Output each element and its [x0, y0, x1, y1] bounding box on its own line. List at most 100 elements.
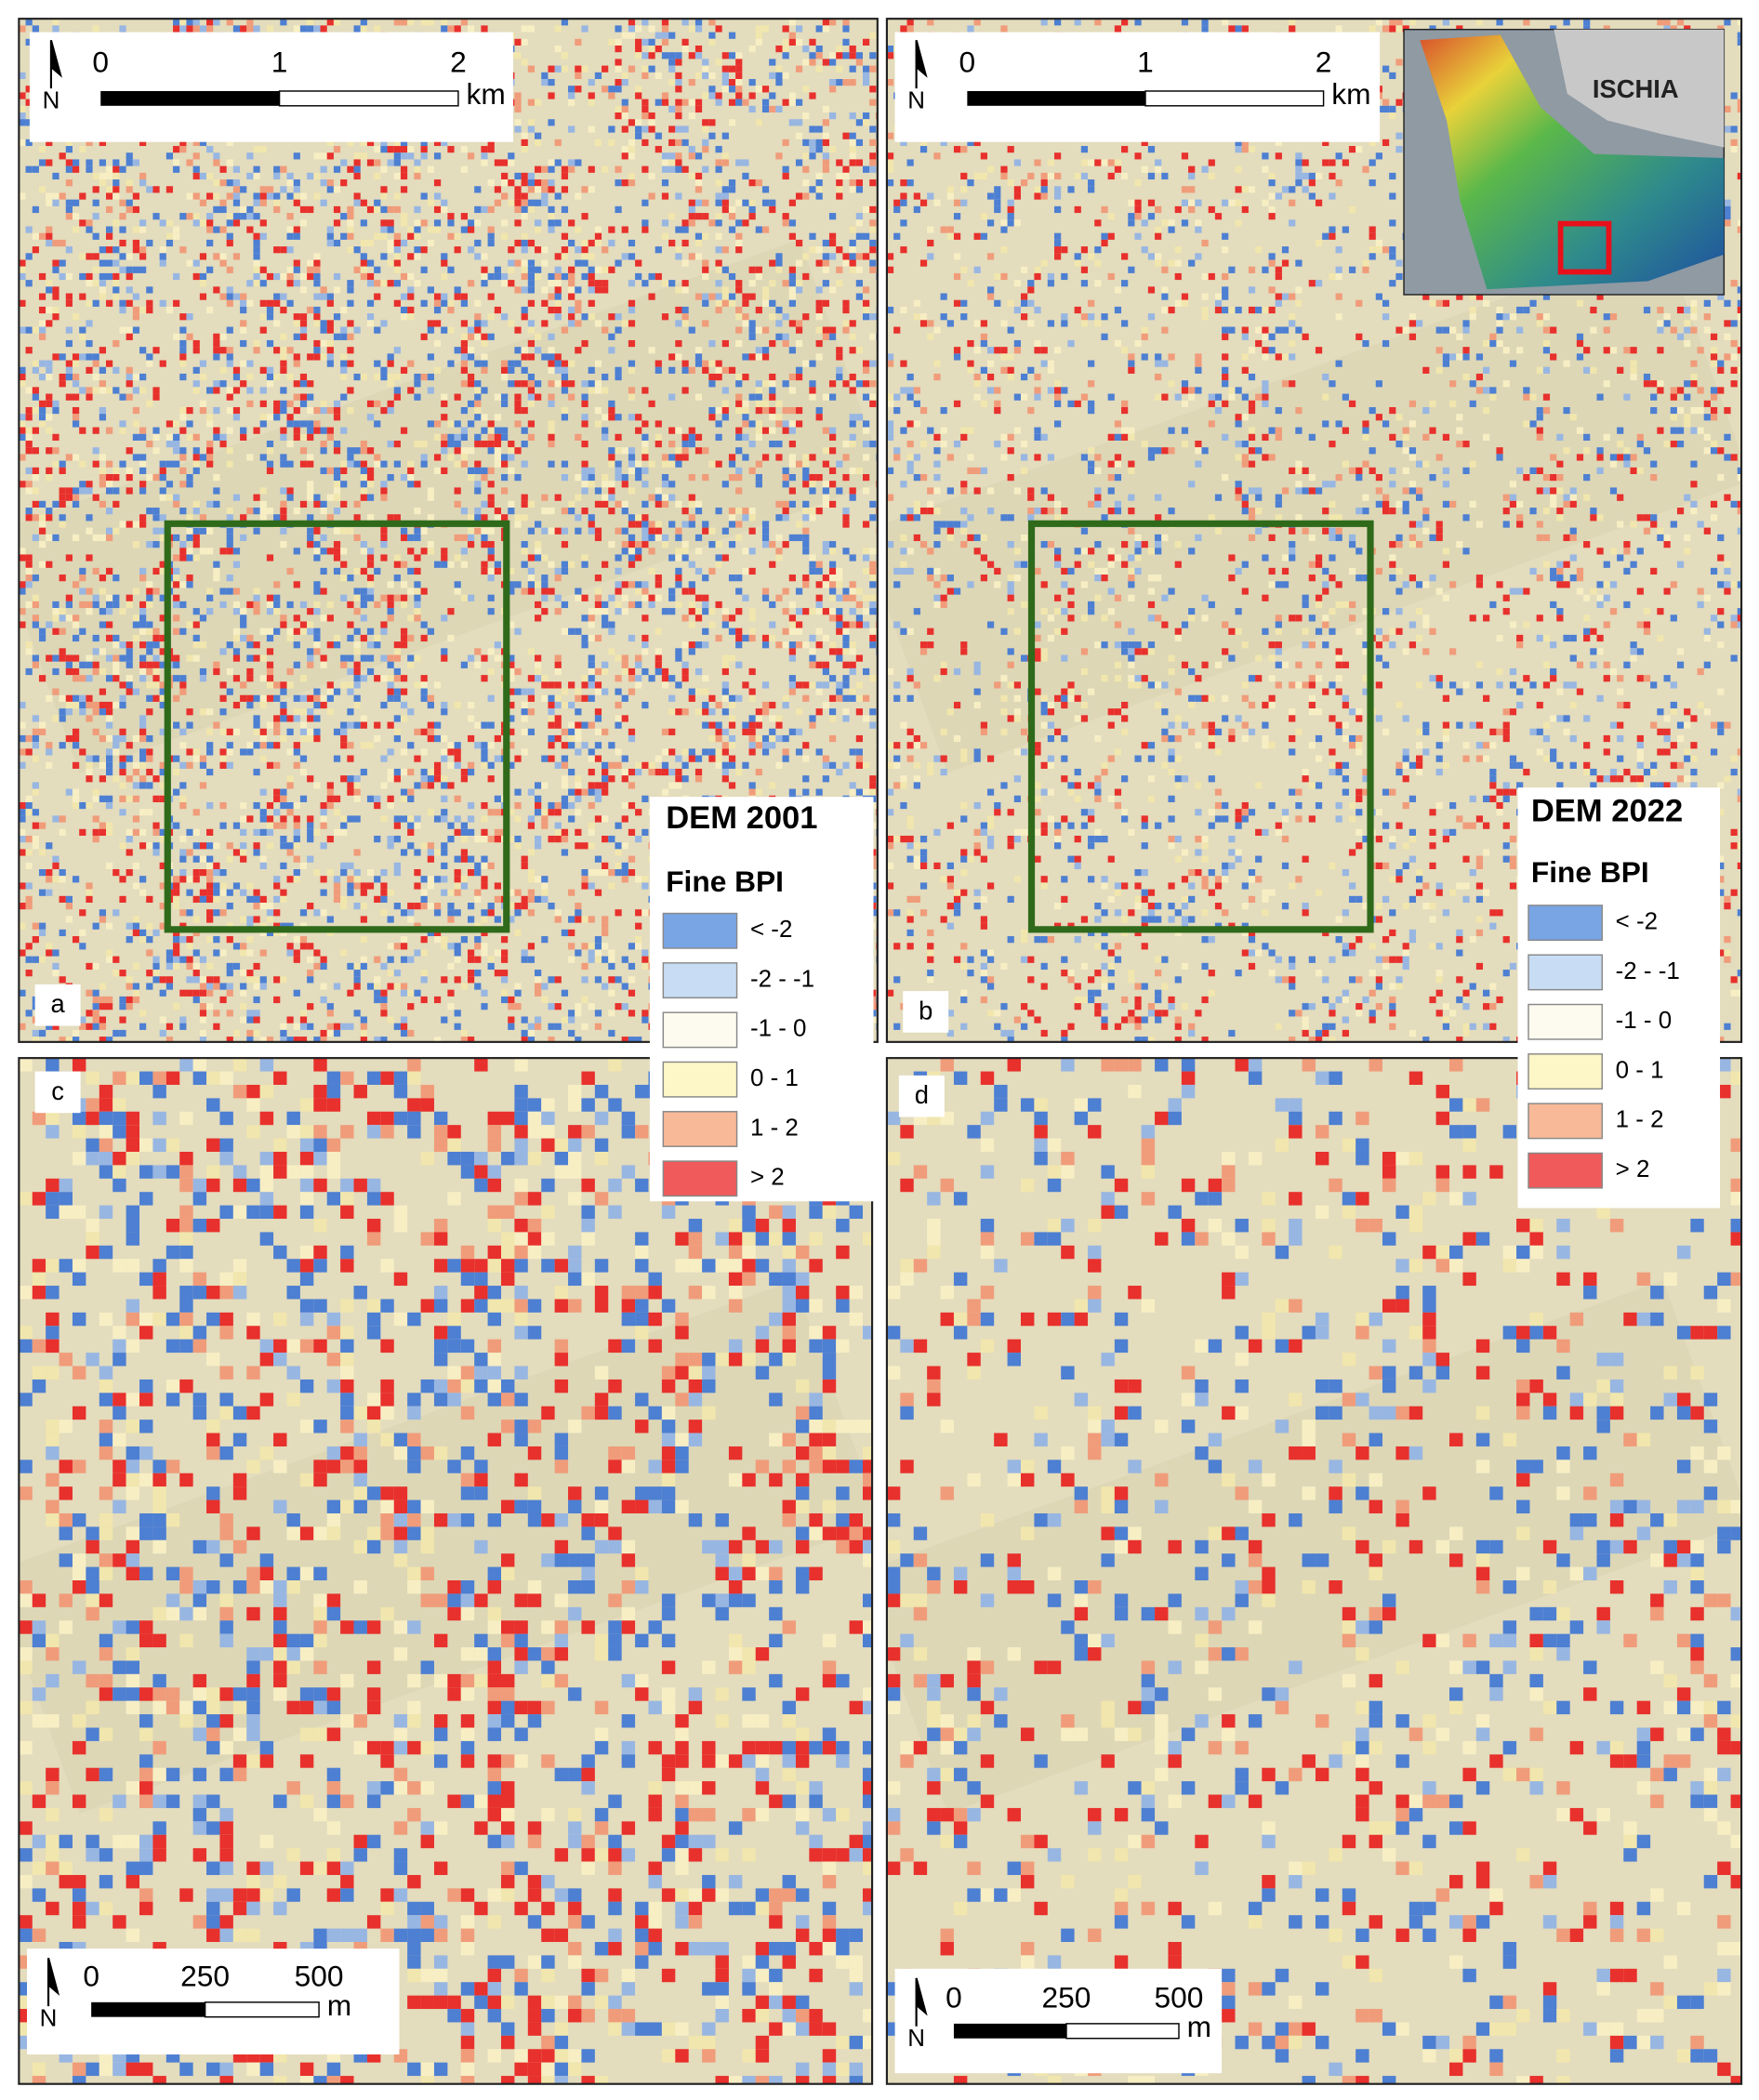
bpi-cell [615, 259, 622, 267]
bpi-cell [226, 286, 233, 294]
bpi-cell [494, 809, 502, 816]
bpi-cell [273, 347, 281, 354]
bpi-cell [554, 694, 562, 702]
bpi-cell [414, 581, 421, 588]
bpi-cell [487, 500, 495, 508]
bpi-cell [427, 701, 434, 709]
bpi-cell [554, 681, 562, 689]
bpi-cell [380, 487, 388, 495]
bpi-cell [286, 179, 294, 187]
bpi-cell [326, 239, 334, 247]
bpi-cell [568, 219, 575, 227]
bpi-cell [293, 380, 300, 388]
bpi-cell [648, 38, 655, 46]
bpi-cell [548, 420, 555, 428]
bpi-cell [474, 406, 482, 415]
bpi-cell [393, 205, 401, 214]
bpi-cell [487, 667, 495, 676]
bpi-cell [788, 641, 796, 649]
bpi-cell [795, 239, 803, 247]
bpi-cell [742, 406, 749, 415]
bpi-cell [293, 226, 300, 233]
bpi-cell [293, 192, 300, 200]
bpi-cell [467, 333, 475, 340]
bpi-cell [568, 788, 575, 796]
bpi-cell [702, 594, 709, 601]
bpi-cell [688, 112, 695, 120]
bpi-cell [568, 380, 575, 388]
bpi-cell [19, 588, 26, 595]
bpi-cell [240, 855, 247, 863]
bpi-cell [273, 199, 281, 206]
bpi-cell [65, 272, 73, 281]
bpi-cell [554, 159, 562, 166]
bpi-cell [836, 594, 843, 601]
bpi-cell [32, 165, 39, 173]
bpi-cell [809, 661, 816, 668]
bpi-cell [307, 494, 314, 501]
bpi-cell [842, 627, 850, 635]
bpi-cell [641, 38, 649, 46]
bpi-cell [602, 500, 609, 508]
bpi-cell [842, 641, 850, 649]
bpi-cell [702, 92, 709, 99]
bpi-cell [828, 19, 837, 26]
bpi-cell [126, 186, 133, 193]
bpi-cell [52, 239, 60, 247]
bpi-cell [447, 299, 455, 307]
bpi-cell [126, 775, 133, 783]
bpi-cell [86, 601, 93, 609]
bpi-cell [735, 661, 743, 668]
bpi-cell [775, 79, 783, 86]
bpi-cell [822, 165, 829, 173]
bpi-cell [849, 159, 856, 166]
bpi-cell [588, 99, 595, 106]
bpi-cell [594, 280, 602, 287]
bpi-cell [628, 561, 636, 568]
bpi-cell [400, 272, 408, 281]
bpi-cell [307, 608, 314, 615]
bpi-cell [748, 393, 756, 401]
bpi-cell [855, 59, 863, 66]
bpi-cell [232, 675, 241, 682]
bpi-cell [340, 467, 348, 475]
bpi-cell [615, 701, 622, 709]
bpi-cell [360, 152, 367, 160]
bpi-cell [855, 293, 863, 300]
bpi-cell [702, 575, 709, 582]
bpi-cell [828, 286, 837, 294]
bpi-cell [38, 373, 46, 381]
bpi-cell [748, 320, 756, 327]
bpi-cell [179, 146, 187, 153]
bpi-cell [65, 213, 73, 220]
bpi-cell [65, 694, 73, 702]
bpi-cell [521, 366, 528, 374]
bpi-cell [307, 648, 314, 655]
bpi-cell [320, 842, 327, 850]
bpi-cell [721, 554, 729, 561]
bpi-cell [393, 139, 401, 147]
bpi-cell [347, 788, 354, 796]
bpi-cell [602, 768, 609, 776]
bpi-cell [286, 232, 294, 240]
bpi-cell [521, 38, 528, 46]
bpi-cell [19, 266, 26, 273]
bpi-cell [842, 172, 850, 180]
bpi-cell [199, 842, 207, 850]
bpi-cell [668, 728, 676, 735]
bpi-cell [293, 694, 300, 702]
bpi-cell [721, 621, 729, 628]
bpi-cell [655, 581, 662, 588]
bpi-cell [761, 588, 770, 595]
bpi-cell [822, 132, 829, 139]
bpi-cell [561, 205, 569, 214]
bpi-cell [802, 742, 810, 749]
bpi-cell [427, 694, 434, 702]
bpi-cell [641, 454, 649, 461]
bpi-cell [514, 186, 522, 193]
bpi-cell [299, 219, 308, 227]
bpi-cell [387, 246, 394, 254]
bpi-cell [588, 387, 595, 394]
bpi-cell [441, 795, 448, 802]
bpi-cell [842, 259, 850, 267]
